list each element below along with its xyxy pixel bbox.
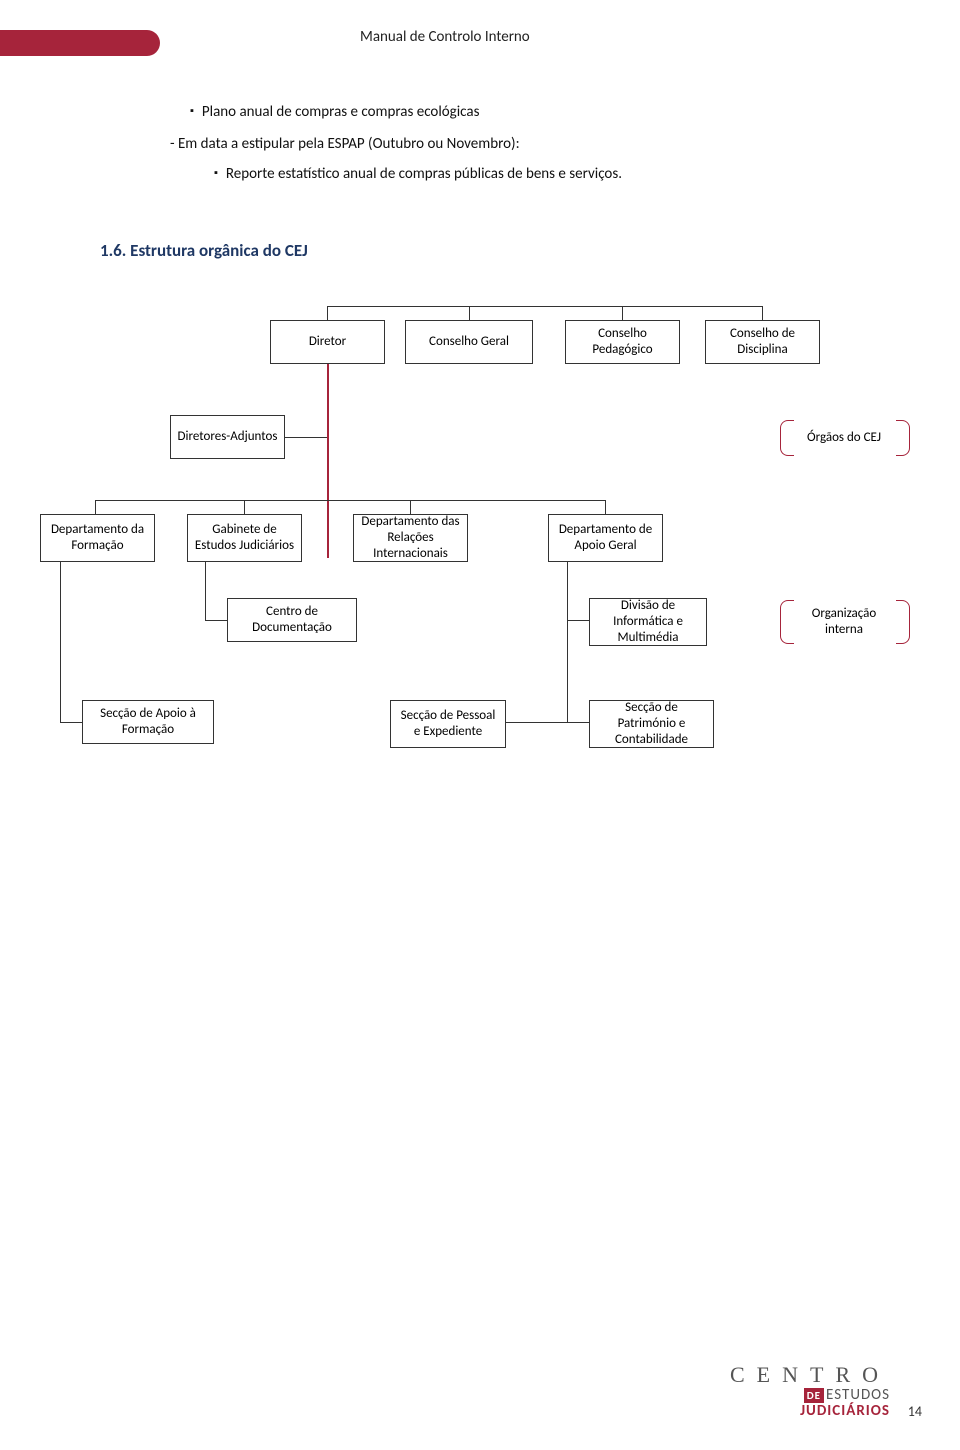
logo-de-badge: DE: [804, 1388, 824, 1403]
conn-form-seccao-v: [60, 562, 61, 722]
conn-pessoal-h: [506, 722, 567, 723]
content-area: Plano anual de compras e compras ecológi…: [190, 100, 890, 186]
bullet-item-2: Reporte estatístico anual de compras púb…: [214, 162, 890, 186]
node-gabinete: Gabinete de Estudos Judiciários: [187, 514, 302, 562]
node-dep-relacoes: Departamento das Relações Internacionais: [353, 514, 468, 562]
node-conselho-pedagogico: Conselho Pedagógico: [565, 320, 680, 364]
conn-adjuntos-h: [285, 437, 327, 438]
label-organizacao: Organização interna: [792, 606, 896, 639]
conn-gab-centro-v: [205, 562, 206, 620]
dash-line: - Em data a estipular pela ESPAP (Outubr…: [170, 132, 890, 156]
node-centro-doc: Centro de Documentação: [227, 598, 357, 642]
conn-apoio-div-h: [567, 620, 589, 621]
logo-line-3: JUDICIÁRIOS: [730, 1402, 890, 1420]
conn-row3-v2: [244, 500, 245, 514]
section-heading: 1.6. Estrutura orgânica do CEJ: [100, 240, 308, 261]
conn-form-seccao-h: [60, 722, 82, 723]
bullet-item-1: Plano anual de compras e compras ecológi…: [190, 100, 890, 124]
bracket-orgaos-right: [896, 420, 910, 456]
header-accent-bar: [0, 30, 160, 56]
conn-row3-v1: [95, 500, 96, 514]
conn-apoio-div-v: [567, 562, 568, 722]
node-conselho-geral: Conselho Geral: [405, 320, 533, 364]
logo-line-1: CENTRO: [730, 1362, 890, 1388]
conn-r1-pedag-v: [622, 306, 623, 320]
node-diretor: Diretor: [270, 320, 385, 364]
label-orgaos: Órgãos do CEJ: [792, 430, 896, 446]
node-diretores-adjuntos: Diretores-Adjuntos: [170, 415, 285, 459]
node-seccao-pessoal: Secção de Pessoal e Expediente: [390, 700, 506, 748]
conn-r1-horiz: [327, 306, 763, 307]
header-title: Manual de Controlo Interno: [360, 28, 530, 46]
conn-row3-v3: [410, 500, 411, 514]
footer-logo: CENTRO DEESTUDOS JUDICIÁRIOS: [730, 1362, 890, 1420]
conn-r1-diretor-v: [327, 306, 328, 320]
node-seccao-patrimonio: Secção de Património e Contabilidade: [589, 700, 714, 748]
node-dep-formacao: Departamento da Formação: [40, 514, 155, 562]
conn-r1-disc-v: [762, 306, 763, 320]
page-number: 14: [908, 1403, 922, 1420]
node-dep-apoio: Departamento de Apoio Geral: [548, 514, 663, 562]
conn-trunk-red: [327, 364, 329, 558]
org-chart: Diretor Conselho Geral Conselho Pedagógi…: [40, 320, 920, 820]
node-seccao-apoio: Secção de Apoio à Formação: [82, 700, 214, 744]
node-divisao: Divisão de Informática e Multimédia: [589, 598, 707, 646]
conn-patrimonio-h: [567, 722, 589, 723]
conn-row3-v4: [605, 500, 606, 514]
conn-row3-horiz: [95, 500, 605, 501]
bracket-org-right: [896, 600, 910, 644]
conn-gab-centro-h: [205, 620, 227, 621]
node-conselho-disciplina: Conselho de Disciplina: [705, 320, 820, 364]
conn-r1-geral-v: [469, 306, 470, 320]
